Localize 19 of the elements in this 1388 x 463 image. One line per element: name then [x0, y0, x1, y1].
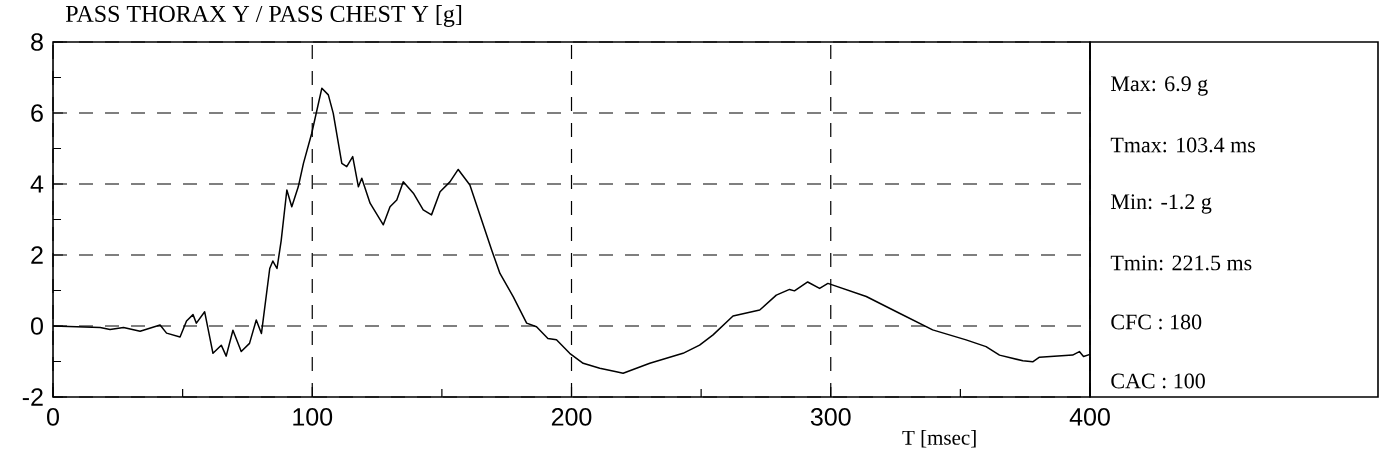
y-tick-label: -2: [22, 388, 43, 406]
text: CFC : 180: [1111, 314, 1202, 330]
y-tick-label: 4: [30, 175, 44, 193]
x-tick-label: 100: [293, 408, 333, 426]
x-tick-label: 200: [551, 408, 592, 426]
y-tick-label: 8: [31, 33, 43, 51]
chart-title: PASS THORAX Y / PASS CHEST Y [g]: [65, 5, 462, 27]
text: CAC : 100: [1111, 373, 1205, 389]
x-axis-title: T [msec]: [902, 430, 976, 448]
text: Min: -1.2 g: [1111, 194, 1212, 214]
x-tick-label: 300: [810, 408, 851, 426]
text: Max: 6.9 g: [1111, 76, 1208, 96]
y-tick-label: 2: [31, 246, 43, 264]
text: Tmin: 221.5 ms: [1110, 255, 1252, 271]
x-tick-label: 400: [1069, 408, 1110, 426]
text: Tmax: 103.4 ms: [1110, 137, 1256, 153]
y-tick-label: 0: [31, 317, 43, 335]
x-tick-label: 0: [47, 408, 59, 426]
y-tick-label: 6: [31, 104, 43, 122]
